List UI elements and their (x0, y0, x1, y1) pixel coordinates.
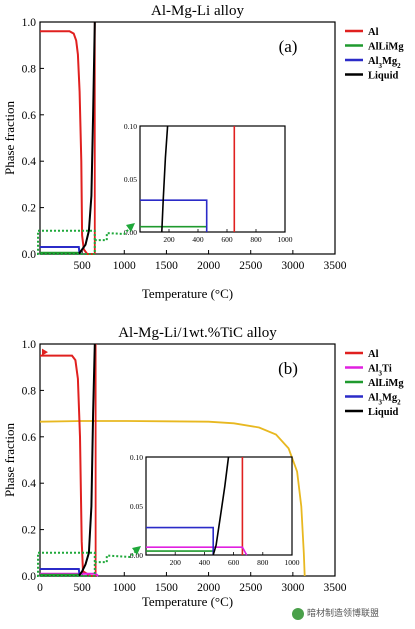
panel-a-y-tick-label: 0.0 (22, 249, 37, 261)
panel-a-inset-x-tick-label: 800 (250, 235, 262, 244)
panel-b-x-tick-label: 3500 (324, 582, 347, 594)
panel-b-inset-y-tick-label: 0.10 (130, 453, 143, 462)
panel-b-y-tick-label: 0.2 (22, 525, 37, 537)
panel-a-x-tick-label: 3500 (324, 260, 347, 272)
panel-a-x-tick-label: 2500 (239, 260, 262, 272)
panel-b-y-tick-label: 0.4 (22, 478, 37, 490)
panel-a-x-tick-label: 500 (74, 260, 92, 272)
panel-b-zoom-arrowhead (132, 546, 141, 555)
panel-a-y-axis-label: Phase fraction (2, 101, 17, 176)
watermark-logo-icon (292, 607, 304, 620)
watermark-text: 暗材制造领博联盟 (307, 609, 380, 619)
panel-b-inset-x-tick-label: 800 (257, 558, 269, 567)
panel-a-series-liquid-line (77, 21, 96, 255)
panel-a-zoom-arrow (94, 225, 133, 242)
panel-a-x-tick-label: 3000 (281, 260, 304, 272)
panel-a-y-tick-label: 0.8 (22, 63, 37, 75)
panel-b-x-tick-label: 1000 (113, 582, 136, 594)
panel-b-series-liquid-line (77, 343, 96, 577)
panel-a-inset-series-line (161, 125, 169, 233)
panel-b-legend-label-allimg: AlLiMg (368, 378, 404, 389)
panel-b-y-axis-label: Phase fraction (2, 423, 17, 498)
panel-a-inset-x-tick-label: 200 (163, 235, 175, 244)
panel-b-y-tick-label: 0.6 (22, 432, 37, 444)
panel-b-y-tick-label: 0.8 (22, 385, 37, 397)
panel-a-x-tick-label: 1500 (155, 260, 178, 272)
panel-b-x-tick-label: 3000 (281, 582, 304, 594)
panel-b-inset-frame (145, 456, 293, 556)
panel-a-inset-series-line (140, 199, 208, 232)
panel-a-inset-x-tick-label: 600 (221, 235, 233, 244)
panel-a-inset-x-tick-label: 400 (192, 235, 204, 244)
panel-b-inset-x-tick-label: 1000 (285, 558, 300, 567)
panel-b-y-tick-label: 1.0 (22, 339, 37, 351)
panel-a-legend-label-liquid: Liquid (368, 71, 399, 82)
panel-b-zoom-box (37, 551, 96, 577)
panel-a-inset-y-tick-label: 0.10 (124, 122, 137, 131)
panel-b-plot-frame (39, 343, 336, 577)
panel-a-inset-y-tick-label: 0.05 (124, 175, 137, 184)
panel-b-x-tick-label: 0 (37, 582, 43, 594)
panel-a-y-tick-label: 0.2 (22, 203, 37, 215)
panel-b-inset-x-tick-label: 200 (170, 558, 182, 567)
panel-a-x-tick-label: 1000 (113, 260, 136, 272)
panel-a-series-al-line (40, 30, 95, 255)
watermark: 暗材制造领博联盟 (292, 606, 379, 620)
panel-b-legend-label-alti: Al3Ti (368, 364, 392, 378)
panel-b-x-axis-label: Temperature (°C) (142, 594, 233, 609)
panel-b-inset-series-line (146, 546, 248, 556)
panel-a-zoom-arrowhead (126, 223, 135, 232)
panel-a-zoom-box (37, 229, 96, 256)
panel-b-zoom-arrow (94, 548, 139, 564)
panel-b-inset-x-tick-label: 400 (199, 558, 211, 567)
panel-a-plot-frame (39, 21, 336, 255)
panel-b-legend-label-liquid: Liquid (368, 407, 399, 418)
panel-a-label: (a) (279, 37, 298, 56)
panel-a-inset-y-tick-label: 0.00 (124, 228, 137, 237)
panel-b-inset-y-tick-label: 0.00 (130, 551, 143, 560)
panel-b-label: (b) (278, 359, 298, 378)
panel-a-legend-label-almg: Al3Mg2 (368, 56, 401, 70)
panel-b-legend-label-al: Al (368, 349, 379, 360)
panel-b-x-tick-label: 500 (74, 582, 92, 594)
panel-b-inset-series-line (212, 456, 230, 556)
panel-b-inset-x-tick-label: 600 (228, 558, 240, 567)
panel-b-arrow-marker (42, 348, 48, 356)
panel-a-y-tick-label: 0.6 (22, 110, 37, 122)
panel-a-inset-x-tick-label: 1000 (278, 235, 293, 244)
panel-b-inset-series-line (146, 526, 214, 555)
panel-a-legend-label-al: Al (368, 27, 379, 38)
panel-a-y-tick-label: 0.4 (22, 156, 37, 168)
panel-a-title: Al-Mg-Li alloy (151, 3, 244, 19)
panel-b-inset-y-tick-label: 0.05 (130, 502, 143, 511)
panel-a-y-tick-label: 1.0 (22, 17, 37, 29)
panel-b-y-tick-label: 0.0 (22, 571, 37, 583)
panel-b-title: Al-Mg-Li/1wt.%TiC alloy (118, 325, 277, 341)
panel-a-legend-label-allimg: AlLiMg (368, 42, 404, 53)
panel-b-series-al-line (40, 354, 96, 577)
panel-b-x-tick-label: 1500 (155, 582, 178, 594)
panel-b-legend-label-almg: Al3Mg2 (368, 393, 401, 407)
panel-a-x-axis-label: Temperature (°C) (142, 286, 233, 301)
panel-b-x-tick-label: 2000 (197, 582, 220, 594)
panel-b-series-tic-line (39, 420, 306, 577)
panel-a-x-tick-label: 2000 (197, 260, 220, 272)
panel-b-x-tick-label: 2500 (239, 582, 262, 594)
